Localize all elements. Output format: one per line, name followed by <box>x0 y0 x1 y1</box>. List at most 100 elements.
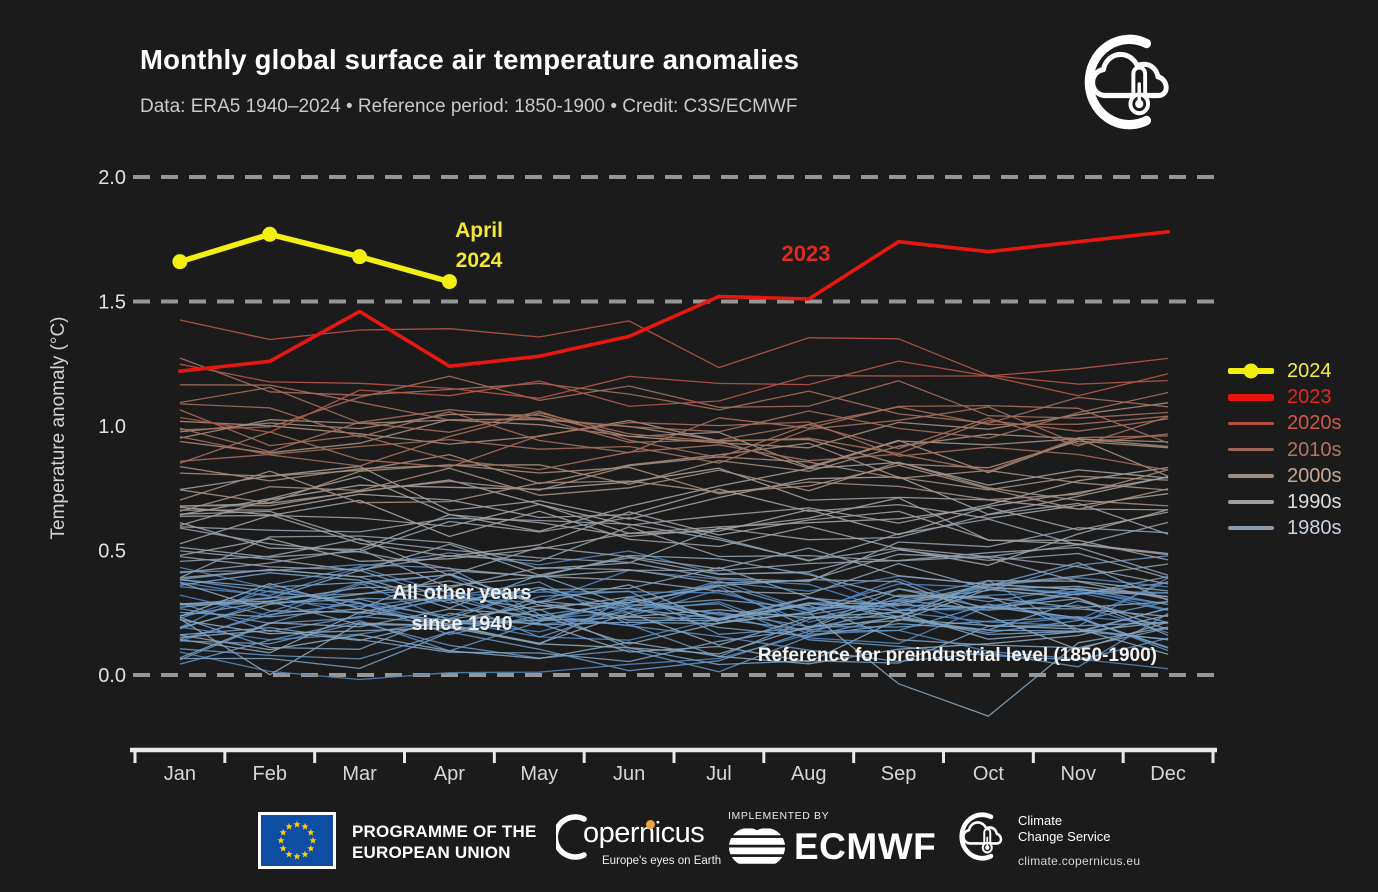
year-line-2005 <box>179 464 1169 510</box>
year-line-1995 <box>179 461 1169 532</box>
year-line-1973 <box>179 580 1169 629</box>
label-2023: 2023 <box>782 241 831 266</box>
x-tick-label: Oct <box>973 763 1005 785</box>
y-tick-label: 1.0 <box>98 416 126 438</box>
legend-swatch <box>1228 447 1274 452</box>
legend-item-1990s: 1990s <box>1228 491 1342 513</box>
legend-swatch <box>1228 421 1274 426</box>
year-line-1984 <box>179 510 1169 583</box>
year-line-1986 <box>179 527 1169 578</box>
axes: Jan Feb Mar Apr May Jun Jul Aug Sep Oct Nov Dec 2.0 1… <box>48 167 1217 785</box>
eu-star <box>285 850 293 858</box>
x-tick-label: Dec <box>1150 763 1186 785</box>
year-line-1971 <box>179 581 1169 621</box>
eu-star <box>279 844 287 852</box>
eu-star <box>301 822 309 830</box>
legend-label: 2024 <box>1287 360 1332 382</box>
year-line-1979 <box>179 573 1169 619</box>
year-line-1998 <box>179 466 1169 528</box>
year-line-1972 <box>179 578 1169 651</box>
year-line-2021 <box>179 357 1169 434</box>
ecmwf-wordmark: ECMWF <box>794 826 937 867</box>
legend-item-2000s: 2000s <box>1228 465 1342 487</box>
eu-star <box>285 822 293 830</box>
year-line-2009 <box>179 402 1169 449</box>
eu-star <box>307 828 315 836</box>
legend-label: 1990s <box>1287 490 1342 513</box>
year-line-2017 <box>179 375 1169 431</box>
series-2023-line <box>178 230 1170 374</box>
x-tick-label: May <box>520 763 558 785</box>
c3s-name-line2: Change Service <box>1018 828 1111 844</box>
series-2024-marker <box>441 274 457 290</box>
legend-label: 2020s <box>1287 412 1342 435</box>
legend-marker-dot <box>1243 363 1259 379</box>
y-tick-label: 2.0 <box>98 167 126 189</box>
x-tick-label: Apr <box>434 763 465 785</box>
c3s-url: climate.copernicus.eu <box>1018 854 1141 868</box>
legend: 2024 2023 2020s 2010s 2000s 1990s 1980s <box>1228 360 1342 543</box>
year-line-2020 <box>179 319 1169 385</box>
eu-star <box>307 844 315 852</box>
x-tick-label: Jul <box>706 763 732 785</box>
ecmwf-mark-icon <box>728 828 786 864</box>
x-tick-label: Feb <box>253 763 287 785</box>
year-line-2007 <box>179 418 1169 469</box>
year-line-2018 <box>179 384 1169 439</box>
year-line-2015 <box>179 409 1169 472</box>
year-line-1989 <box>179 537 1169 586</box>
legend-swatch <box>1228 500 1274 504</box>
year-line-1992 <box>179 499 1169 566</box>
legend-label: 2010s <box>1287 438 1342 461</box>
eu-star <box>309 836 317 844</box>
year-line-1976 <box>179 611 1169 676</box>
year-line-2002 <box>179 456 1169 507</box>
year-line-2012 <box>179 421 1169 471</box>
legend-item-2024: 2024 <box>1228 360 1342 382</box>
eu-star <box>277 836 285 844</box>
label-preindustrial-reference: Reference for preindustrial level (1850-… <box>758 645 1157 666</box>
eu-flag-stars <box>277 820 317 860</box>
x-tick-label: Jan <box>164 763 196 785</box>
series-2024-marker <box>352 249 368 265</box>
eu-star <box>301 850 309 858</box>
chart-annotations: April 2024 2023 All other years since 19… <box>393 219 1157 666</box>
series-2024-marker <box>172 254 188 270</box>
series-2024-line <box>177 231 453 285</box>
copernicus-crescent-icon <box>556 814 587 860</box>
eu-programme-line2: EUROPEAN UNION <box>352 843 511 862</box>
year-line-1993 <box>179 467 1169 527</box>
page-title: Monthly global surface air temperature a… <box>140 44 800 75</box>
year-line-1981 <box>179 562 1169 598</box>
year-line-2008 <box>179 413 1169 474</box>
legend-swatch <box>1228 474 1274 478</box>
copernicus-tagline: Europe's eyes on Earth <box>602 855 722 867</box>
year-line-1974 <box>179 608 1169 717</box>
eu-programme-line1: PROGRAMME OF THE <box>352 822 537 841</box>
year-line-2013 <box>179 412 1169 467</box>
year-line-1983 <box>179 516 1169 562</box>
year-line-1969 <box>179 566 1169 636</box>
page-subtitle: Data: ERA5 1940–2024 • Reference period:… <box>140 96 798 117</box>
legend-swatch <box>1228 363 1274 379</box>
highlight-series <box>172 226 1170 374</box>
c3s-logo-glyph <box>1078 30 1176 134</box>
series-2024-marker <box>262 226 278 242</box>
c3s-name-line1: Climate <box>1018 813 1063 828</box>
x-tick-label: Aug <box>791 763 827 785</box>
year-line-2001 <box>179 433 1169 485</box>
legend-item-2020s: 2020s <box>1228 412 1342 434</box>
y-tick-label: 1.5 <box>98 292 126 314</box>
year-line-2011 <box>179 403 1169 454</box>
eu-programme-text: PROGRAMME OF THE EUROPEAN UNION <box>352 821 537 863</box>
year-line-1954 <box>179 563 1169 668</box>
year-line-1956 <box>179 597 1169 661</box>
label-other-years-line1: All other years <box>393 582 532 604</box>
legend-item-1980s: 1980s <box>1228 517 1342 539</box>
y-axis-title: Temperature anomaly (°C) <box>48 316 69 539</box>
year-line-2022 <box>179 360 1169 399</box>
x-tick-label: Jun <box>613 763 645 785</box>
year-line-1980 <box>179 548 1169 600</box>
year-line-1997 <box>179 465 1169 520</box>
